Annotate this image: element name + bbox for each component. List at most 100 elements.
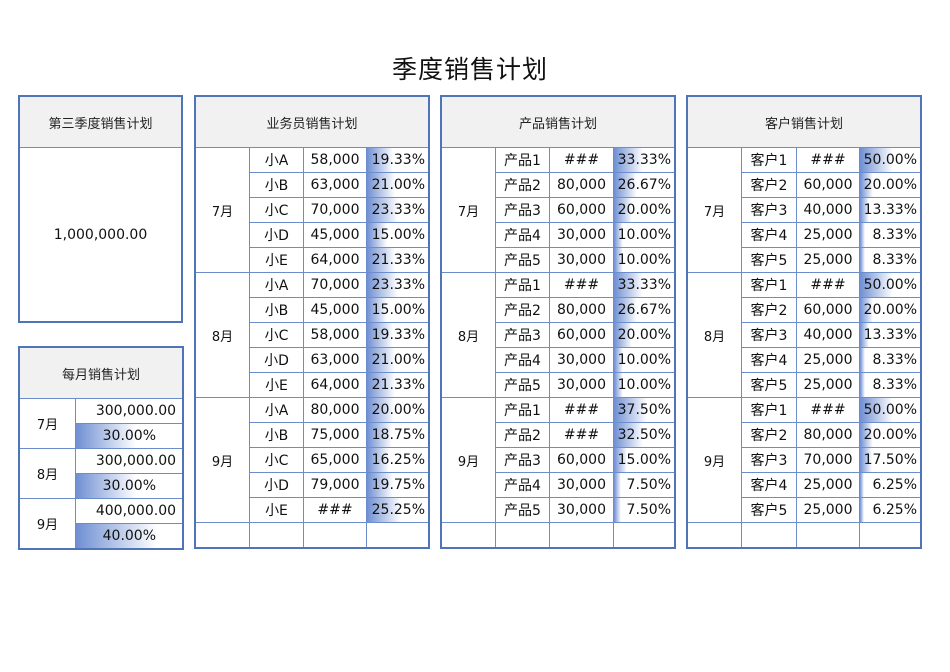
name-cell[interactable]: 产品3 <box>495 322 550 348</box>
amount-cell[interactable]: 70,000 <box>303 197 367 223</box>
amount-cell[interactable]: 40,000 <box>796 197 860 223</box>
name-cell[interactable]: 小C <box>249 197 304 223</box>
amount-cell[interactable]: 25,000 <box>796 472 860 498</box>
amount-cell[interactable]: 25,000 <box>796 347 860 373</box>
amount-cell[interactable]: 30,000 <box>549 472 614 498</box>
empty-cell[interactable] <box>858 522 922 548</box>
name-cell[interactable]: 产品2 <box>495 297 550 323</box>
name-cell[interactable]: 产品5 <box>495 372 550 398</box>
name-cell[interactable]: 客户1 <box>741 397 797 423</box>
amount-cell[interactable]: 30,000 <box>549 372 614 398</box>
name-cell[interactable]: 产品5 <box>495 247 550 273</box>
amount-cell[interactable]: 80,000 <box>796 422 860 448</box>
amount-cell[interactable]: 58,000 <box>303 322 367 348</box>
name-cell[interactable]: 小E <box>249 247 304 273</box>
pct-cell[interactable]: 8.33% <box>858 247 922 273</box>
amount-cell[interactable]: ### <box>549 147 614 173</box>
monthly-pct-cell[interactable]: 30.00% <box>74 423 184 449</box>
pct-cell[interactable]: 20.00% <box>858 422 922 448</box>
amount-cell[interactable]: ### <box>549 422 614 448</box>
pct-cell[interactable]: 20.00% <box>365 397 430 423</box>
name-cell[interactable]: 小B <box>249 422 304 448</box>
name-cell[interactable]: 小A <box>249 272 304 298</box>
name-cell[interactable]: 小B <box>249 297 304 323</box>
name-cell[interactable]: 产品2 <box>495 172 550 198</box>
amount-cell[interactable]: 60,000 <box>796 297 860 323</box>
empty-cell[interactable] <box>195 522 250 548</box>
pct-cell[interactable]: 26.67% <box>612 297 676 323</box>
amount-cell[interactable]: 60,000 <box>796 172 860 198</box>
name-cell[interactable]: 产品3 <box>495 197 550 223</box>
pct-cell[interactable]: 21.33% <box>365 247 430 273</box>
amount-cell[interactable]: 60,000 <box>549 447 614 473</box>
amount-cell[interactable]: 25,000 <box>796 247 860 273</box>
amount-cell[interactable]: 75,000 <box>303 422 367 448</box>
pct-cell[interactable]: 17.50% <box>858 447 922 473</box>
empty-cell[interactable] <box>796 522 860 548</box>
quarter-total-cell[interactable]: 1,000,000.00 <box>19 147 182 322</box>
amount-cell[interactable]: 25,000 <box>796 497 860 523</box>
name-cell[interactable]: 小A <box>249 147 304 173</box>
amount-cell[interactable]: 40,000 <box>796 322 860 348</box>
amount-cell[interactable]: 58,000 <box>303 147 367 173</box>
name-cell[interactable]: 客户3 <box>741 447 797 473</box>
name-cell[interactable]: 客户5 <box>741 247 797 273</box>
pct-cell[interactable]: 13.33% <box>858 197 922 223</box>
empty-cell[interactable] <box>441 522 496 548</box>
name-cell[interactable]: 产品3 <box>495 447 550 473</box>
amount-cell[interactable]: 30,000 <box>549 222 614 248</box>
amount-cell[interactable]: 45,000 <box>303 297 367 323</box>
name-cell[interactable]: 客户2 <box>741 422 797 448</box>
empty-cell[interactable] <box>303 522 367 548</box>
name-cell[interactable]: 小C <box>249 322 304 348</box>
pct-cell[interactable]: 20.00% <box>858 172 922 198</box>
amount-cell[interactable]: 65,000 <box>303 447 367 473</box>
empty-cell[interactable] <box>549 522 614 548</box>
amount-cell[interactable]: ### <box>796 272 860 298</box>
pct-cell[interactable]: 33.33% <box>612 147 676 173</box>
pct-cell[interactable]: 19.75% <box>365 472 430 498</box>
amount-cell[interactable]: 30,000 <box>549 497 614 523</box>
amount-cell[interactable]: ### <box>796 397 860 423</box>
amount-cell[interactable]: 63,000 <box>303 172 367 198</box>
pct-cell[interactable]: 21.00% <box>365 172 430 198</box>
pct-cell[interactable]: 10.00% <box>612 347 676 373</box>
pct-cell[interactable]: 6.25% <box>858 472 922 498</box>
pct-cell[interactable]: 10.00% <box>612 372 676 398</box>
pct-cell[interactable]: 25.25% <box>365 497 430 523</box>
empty-cell[interactable] <box>365 522 430 548</box>
pct-cell[interactable]: 21.33% <box>365 372 430 398</box>
pct-cell[interactable]: 50.00% <box>858 147 922 173</box>
amount-cell[interactable]: 60,000 <box>549 322 614 348</box>
name-cell[interactable]: 客户3 <box>741 197 797 223</box>
amount-cell[interactable]: 30,000 <box>549 347 614 373</box>
name-cell[interactable]: 客户2 <box>741 172 797 198</box>
empty-cell[interactable] <box>495 522 550 548</box>
amount-cell[interactable]: 30,000 <box>549 247 614 273</box>
name-cell[interactable]: 客户4 <box>741 347 797 373</box>
pct-cell[interactable]: 16.25% <box>365 447 430 473</box>
pct-cell[interactable]: 13.33% <box>858 322 922 348</box>
pct-cell[interactable]: 20.00% <box>858 297 922 323</box>
name-cell[interactable]: 小B <box>249 172 304 198</box>
amount-cell[interactable]: 79,000 <box>303 472 367 498</box>
name-cell[interactable]: 小E <box>249 372 304 398</box>
name-cell[interactable]: 客户5 <box>741 372 797 398</box>
pct-cell[interactable]: 8.33% <box>858 347 922 373</box>
name-cell[interactable]: 小C <box>249 447 304 473</box>
pct-cell[interactable]: 26.67% <box>612 172 676 198</box>
pct-cell[interactable]: 23.33% <box>365 272 430 298</box>
amount-cell[interactable]: ### <box>549 397 614 423</box>
pct-cell[interactable]: 18.75% <box>365 422 430 448</box>
pct-cell[interactable]: 37.50% <box>612 397 676 423</box>
amount-cell[interactable]: 60,000 <box>549 197 614 223</box>
name-cell[interactable]: 客户4 <box>741 222 797 248</box>
name-cell[interactable]: 小E <box>249 497 304 523</box>
name-cell[interactable]: 产品1 <box>495 272 550 298</box>
amount-cell[interactable]: ### <box>303 497 367 523</box>
name-cell[interactable]: 产品1 <box>495 147 550 173</box>
pct-cell[interactable]: 8.33% <box>858 372 922 398</box>
pct-cell[interactable]: 20.00% <box>612 197 676 223</box>
empty-cell[interactable] <box>741 522 797 548</box>
name-cell[interactable]: 小A <box>249 397 304 423</box>
